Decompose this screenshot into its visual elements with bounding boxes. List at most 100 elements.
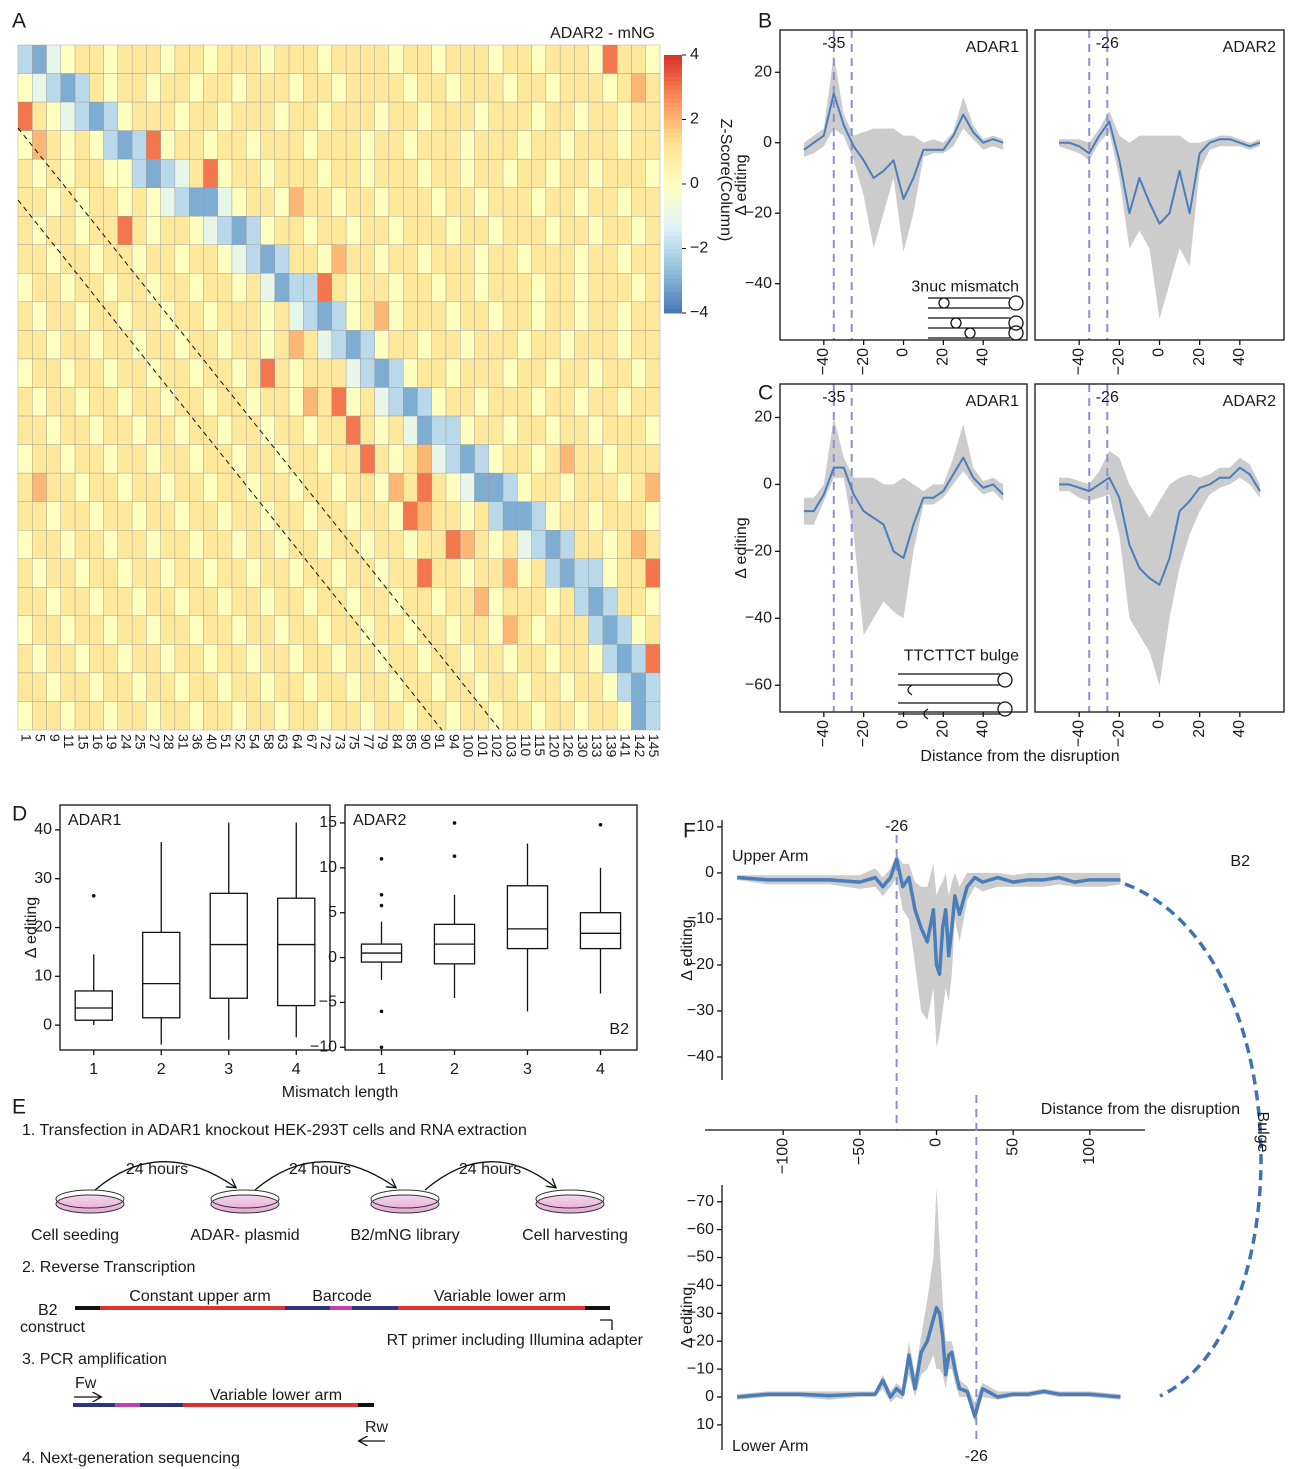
- heat-cell: [460, 387, 475, 417]
- heat-cell: [374, 530, 390, 559]
- column-label: 115: [532, 734, 548, 757]
- heat-cell: [288, 130, 304, 160]
- reference-label: -26: [1096, 35, 1119, 52]
- heat-cell: [160, 558, 176, 588]
- heat-cell: [559, 587, 575, 617]
- heat-cell: [460, 558, 475, 588]
- heat-cell: [631, 101, 646, 131]
- heat-cell: [517, 444, 532, 474]
- heat-cell: [60, 216, 76, 245]
- heat-cell: [203, 301, 218, 331]
- heat-cell: [274, 158, 290, 188]
- heat-cell: [117, 472, 133, 502]
- heat-cell: [388, 216, 404, 245]
- heat-cell: [131, 672, 147, 702]
- heat-cell: [74, 558, 90, 588]
- heat-cell: [188, 330, 204, 360]
- heat-cell: [588, 158, 604, 188]
- heat-cell: [602, 701, 618, 731]
- y-tick-label: 30: [34, 870, 52, 887]
- primer-arrow: [600, 1319, 613, 1330]
- heat-cell: [331, 530, 347, 559]
- heat-cell: [74, 672, 90, 702]
- y-tick-label: −60: [745, 676, 772, 693]
- heat-cell: [345, 158, 361, 188]
- heat-cell: [146, 444, 161, 474]
- heat-cell: [631, 273, 646, 303]
- heat-cell: [103, 444, 119, 474]
- heat-cell: [188, 644, 204, 674]
- heat-cell: [531, 672, 547, 702]
- colorbar-step: [664, 287, 682, 292]
- heat-cell: [217, 501, 233, 531]
- heat-cell: [388, 387, 404, 417]
- heat-cell: [203, 701, 218, 731]
- heat-cell: [331, 701, 347, 731]
- heat-cell: [231, 273, 247, 303]
- heat-cell: [203, 44, 218, 74]
- heat-cell: [403, 73, 418, 103]
- colorbar-step: [664, 244, 682, 249]
- heat-cell: [103, 273, 119, 303]
- heat-cell: [188, 501, 204, 531]
- heat-cell: [531, 358, 547, 388]
- heat-cell: [431, 273, 447, 303]
- heat-cell: [274, 587, 290, 617]
- heat-cell: [174, 130, 190, 160]
- heat-cell: [74, 444, 90, 474]
- heat-cell: [374, 244, 390, 274]
- heat-cell: [17, 701, 33, 731]
- heat-cell: [288, 472, 304, 502]
- heat-cell: [174, 558, 190, 588]
- heat-cell: [331, 501, 347, 531]
- heat-cell: [117, 187, 133, 217]
- heat-cell: [146, 158, 161, 188]
- heat-cell: [417, 273, 432, 303]
- panel-label: A: [12, 10, 26, 33]
- heat-cell: [345, 472, 361, 502]
- heat-cell: [60, 330, 76, 360]
- heat-cell: [231, 330, 247, 360]
- heat-cell: [103, 644, 119, 674]
- heat-cell: [131, 615, 147, 645]
- x-tick-label: 1: [377, 1061, 386, 1078]
- heat-cell: [488, 301, 504, 331]
- heat-cell: [502, 444, 518, 474]
- heat-cell: [502, 615, 518, 645]
- heat-cell: [32, 358, 47, 388]
- heat-cell: [103, 216, 119, 245]
- heat-cell: [160, 101, 176, 131]
- heat-cell: [631, 387, 646, 417]
- heat-cell: [617, 615, 632, 645]
- heat-cell: [274, 273, 290, 303]
- heat-cell: [246, 130, 261, 160]
- heat-cell: [574, 158, 589, 188]
- heat-cell: [403, 472, 418, 502]
- column-label: 67: [304, 734, 320, 750]
- heat-cell: [217, 444, 233, 474]
- colorbar-step: [664, 110, 682, 116]
- heat-cell: [631, 216, 646, 245]
- interval: 24 hours: [459, 1161, 521, 1178]
- heat-cell: [246, 216, 261, 245]
- heat-cell: [417, 501, 432, 531]
- heat-cell: [445, 358, 461, 388]
- heat-cell: [160, 187, 176, 217]
- heat-cell: [445, 187, 461, 217]
- heat-cell: [517, 130, 532, 160]
- colorbar-step: [664, 162, 682, 168]
- heat-cell: [559, 558, 575, 588]
- heat-cell: [617, 44, 632, 74]
- x-tick-label: 50: [1004, 1138, 1021, 1156]
- y-axis-label: Δ editing: [23, 897, 40, 958]
- heat-cell: [645, 301, 661, 331]
- heat-cell: [488, 130, 504, 160]
- heat-cell: [231, 558, 247, 588]
- heat-cell: [146, 216, 161, 245]
- heat-cell: [160, 73, 176, 103]
- heat-cell: [117, 244, 133, 274]
- heat-cell: [517, 187, 532, 217]
- heat-cell: [645, 158, 661, 188]
- heat-cell: [631, 615, 646, 645]
- heat-cell: [17, 330, 33, 360]
